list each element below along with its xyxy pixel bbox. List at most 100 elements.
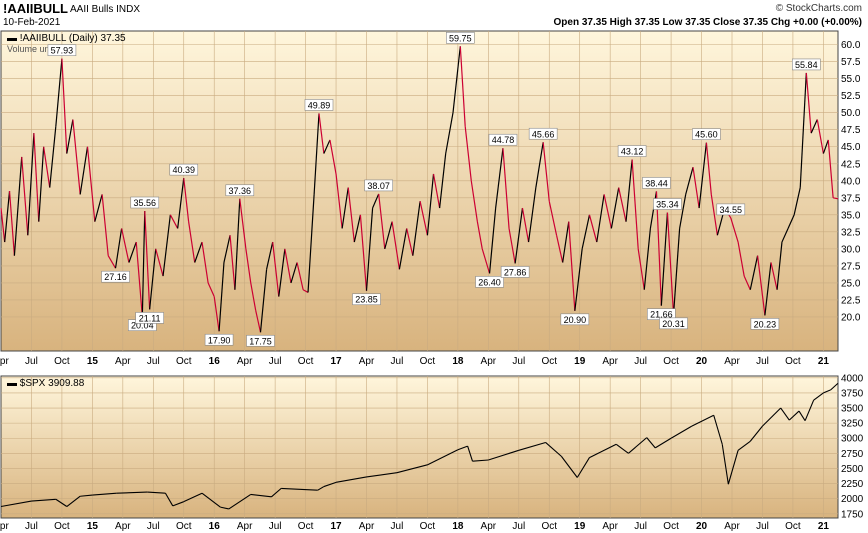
aaii-line-segment: [625, 159, 633, 222]
aaii-line-segment: [290, 262, 298, 284]
spx-line-segment: [80, 494, 93, 497]
spx-xtick-label: Jul: [512, 521, 525, 532]
aaii-line-segment: [649, 191, 658, 229]
symbol-fullname: AAII Bulls: [70, 4, 114, 15]
aaii-line-segment: [603, 194, 612, 229]
spx-line-segment: [317, 486, 325, 491]
aaii-xtick-label: Oct: [541, 356, 557, 367]
aaii-line-segment: [94, 194, 103, 222]
aaii-line-segment: [177, 178, 185, 229]
spx-line-segment: [183, 492, 203, 503]
aaii-line-segment: [822, 139, 829, 154]
aaii-panel: 20.0 22.5 25.0 27.5 30.0 32.5 35.0 37.5 40.0 42.5…: [0, 30, 861, 367]
aaii-line-segment: [128, 241, 137, 263]
aaii-annotation-box: [101, 270, 130, 283]
aaii-line-segment: [13, 156, 23, 256]
aaii-annotation-label: 55.84: [795, 60, 818, 70]
aaii-line-segment: [43, 146, 51, 188]
aaii-xtick-label: 20: [696, 356, 708, 367]
aaii-legend: ▬ !AAIIBULL (Daily) 37.35: [7, 33, 126, 44]
aaii-line-segment: [452, 46, 461, 113]
aaii-annotation-box: [659, 317, 688, 330]
aaii-xtick-label: 17: [330, 356, 342, 367]
aaii-line-segment: [756, 255, 766, 316]
aaii-line-segment: [432, 173, 441, 209]
spx-xtick-label: Apr: [0, 521, 9, 532]
aaii-annotation-label: 38.44: [645, 178, 668, 188]
aaii-line-segment: [514, 207, 524, 264]
aaii-annotation-box: [246, 334, 275, 347]
aaii-line-segment: [4, 190, 11, 243]
aaii-line-segment: [229, 235, 236, 290]
spx-xtick-label: Jul: [756, 521, 769, 532]
aaii-xtick-label: Oct: [785, 356, 801, 367]
aaii-line-segment: [426, 173, 435, 236]
spx-xtick-label: Apr: [724, 521, 740, 532]
spx-line-segment: [323, 481, 337, 488]
aaii-line-segment: [481, 248, 491, 274]
aaii-line-segment: [239, 198, 247, 249]
aaii-line-segment: [335, 173, 343, 229]
spx-line-segment: [721, 444, 729, 485]
aaii-line-segment: [49, 126, 57, 188]
spx-xtick-label: Jul: [147, 521, 160, 532]
aaii-annotation-label: 57.93: [51, 46, 74, 56]
spx-line-segment: [366, 472, 398, 478]
aaii-line-segment: [8, 190, 16, 256]
aaii-annotation-box: [692, 128, 721, 140]
spx-line-segment: [589, 443, 617, 459]
spx-xtick-label: Oct: [663, 521, 679, 532]
aaii-ytick-label: 20.0: [841, 312, 861, 323]
spx-line-segment: [228, 493, 252, 510]
symbol-exchange: INDX: [116, 4, 141, 15]
spx-line-segment: [576, 457, 590, 478]
aaii-line-segment: [685, 167, 694, 195]
aaii-line-segment: [643, 228, 651, 290]
spx-line-segment: [518, 441, 546, 451]
aaii-line-segment: [391, 221, 400, 270]
aaii-annotation-box: [617, 145, 647, 157]
aaii-ytick-label: 60.0: [841, 40, 861, 51]
spx-line-segment: [201, 492, 221, 508]
chart-header: !AAIIBULL AAII Bulls INDX 10-Feb-2021 © …: [0, 0, 868, 30]
aaii-line-segment: [323, 139, 331, 154]
aaii-line-segment: [610, 187, 620, 229]
aaii-xtick-label: Jul: [634, 356, 647, 367]
aaii-annotation-box: [364, 179, 393, 192]
aaii-line-segment: [353, 214, 361, 243]
aaii-line-segment: [384, 221, 393, 250]
aaii-xtick-label: 15: [87, 356, 99, 367]
spx-line-segment: [55, 498, 68, 507]
aaii-line-segment: [833, 197, 839, 200]
spx-legend: ▬ $SPX 3909.88: [7, 378, 85, 389]
spx-line-segment: [823, 389, 831, 394]
aaii-line-segment: [596, 194, 605, 243]
spx-line-segment: [615, 443, 629, 454]
spx-line-segment: [830, 382, 839, 391]
aaii-annotation-box: [716, 203, 746, 216]
aaii-line-segment: [631, 159, 639, 249]
spx-plot-area: [0, 375, 839, 519]
aaii-ytick-label: 45.0: [841, 142, 861, 153]
spx-ytick-label: 2250: [841, 479, 864, 490]
aaii-line-segment: [21, 156, 29, 236]
spx-line-segment: [172, 501, 184, 507]
aaii-line-segment: [521, 207, 530, 243]
aaii-line-segment: [710, 194, 718, 236]
brand-watermark: © StockCharts.com: [775, 3, 862, 14]
aaii-annotation-label: 27.86: [504, 267, 527, 277]
aaii-annotation-label: 23.85: [355, 295, 378, 305]
aaii-line-segment: [86, 146, 96, 222]
spx-ytick-label: 2750: [841, 449, 864, 460]
aaii-annotation-label: 17.75: [249, 336, 272, 346]
aaii-line-segment: [743, 275, 751, 290]
spx-xtick-label: Oct: [54, 521, 70, 532]
aaii-line-segment: [464, 126, 472, 181]
spx-xtick-label: 21: [818, 521, 830, 532]
spx-line-segment: [691, 414, 714, 427]
spx-line-segment: [147, 491, 166, 494]
spx-xtick-label: Apr: [359, 521, 375, 532]
aaii-line-segment: [749, 255, 759, 290]
aaii-line-segment: [218, 262, 225, 332]
